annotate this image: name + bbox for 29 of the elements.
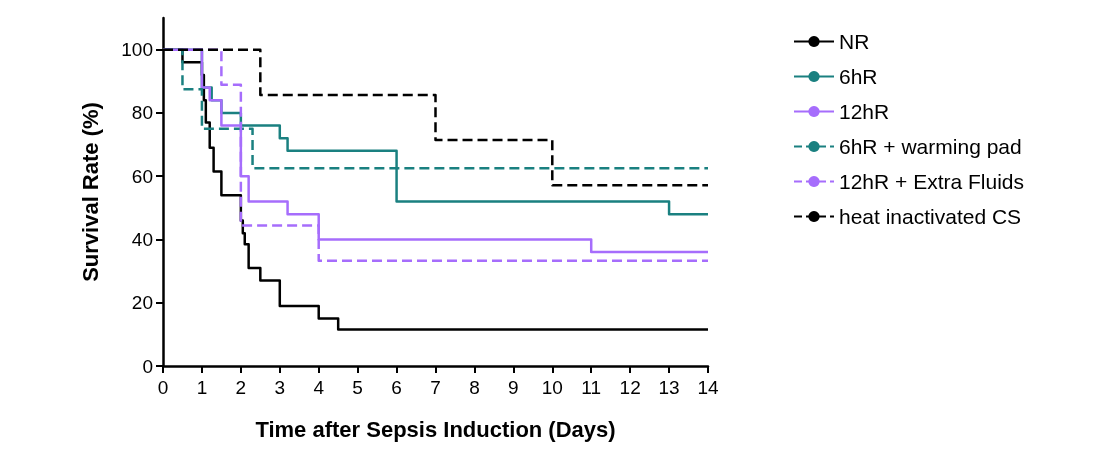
legend-label: 12hR — [839, 100, 890, 123]
x-tick-label: 9 — [508, 377, 519, 398]
x-axis-title: Time after Sepsis Induction (Days) — [255, 416, 616, 442]
legend-label: 12hR + Extra Fluids — [839, 170, 1025, 193]
y-tick-label: 20 — [131, 292, 153, 314]
x-tick-label: 3 — [274, 377, 286, 398]
legend-label: 6hR + warming pad — [839, 135, 1022, 158]
x-tick-label: 5 — [352, 377, 363, 398]
y-tick-label: 80 — [131, 102, 153, 124]
x-tick-label: 2 — [235, 377, 247, 398]
x-tick-label: 11 — [581, 377, 602, 398]
x-tick-label: 1 — [196, 377, 208, 398]
y-tick-label: 60 — [131, 165, 153, 187]
y-axis-title: Survival Rate (%) — [77, 102, 103, 282]
y-tick-label: 40 — [131, 228, 153, 250]
x-tick-label: 12 — [619, 377, 641, 398]
legend-label: NR — [839, 30, 870, 53]
legend-label: 6hR — [839, 65, 878, 88]
x-tick-label: 4 — [313, 377, 325, 398]
x-tick-label: 8 — [469, 377, 480, 398]
x-tick-label: 10 — [541, 377, 563, 398]
x-tick-label: 0 — [157, 377, 169, 398]
x-tick-label: 7 — [430, 377, 441, 398]
legend-label: heat inactivated CS — [839, 205, 1022, 228]
y-tick-label: 0 — [142, 355, 153, 377]
x-tick-label: 14 — [697, 377, 719, 398]
x-tick-label: 13 — [658, 377, 680, 398]
y-tick-label: 100 — [121, 39, 153, 61]
x-tick-label: 6 — [391, 377, 402, 398]
